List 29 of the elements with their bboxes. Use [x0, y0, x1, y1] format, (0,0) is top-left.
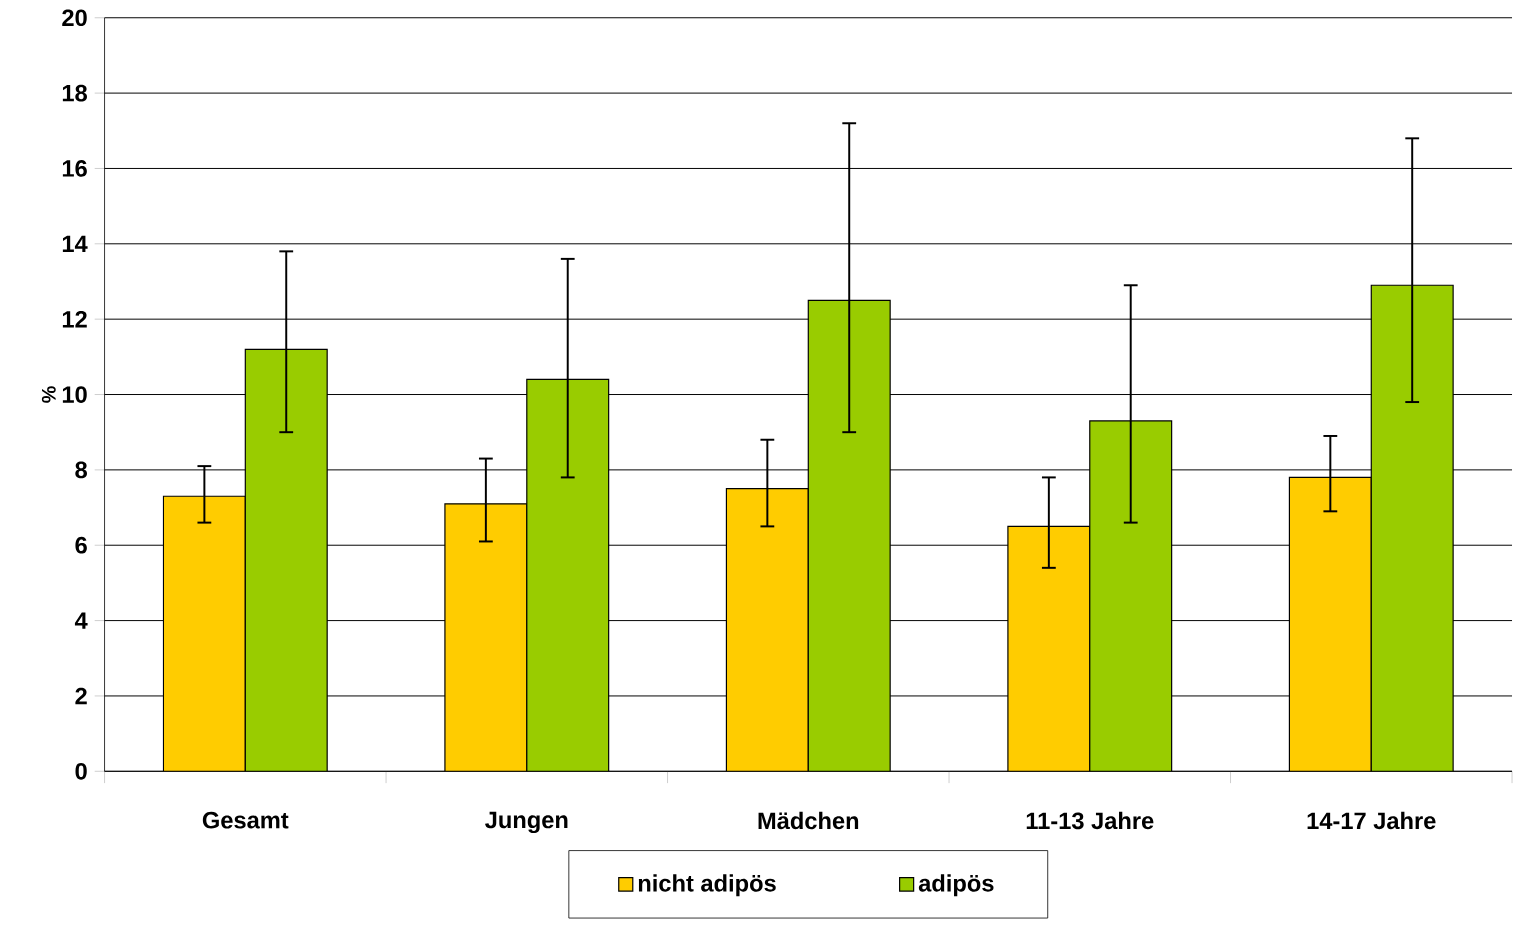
y-tick-label: 0 [75, 762, 87, 780]
y-tick-label: 10 [62, 386, 87, 403]
x-tick-label: Gesamt [202, 811, 289, 829]
bar [1089, 420, 1173, 772]
x-tick-label: 14-17 Jahre [1307, 811, 1436, 830]
bar [526, 378, 610, 772]
bar [807, 299, 891, 772]
x-tick-label: Jungen [485, 811, 568, 834]
y-tick-label: 20 [62, 9, 87, 27]
y-tick-label: 2 [75, 687, 87, 705]
y-tick-label: 8 [75, 461, 87, 479]
y-tick-label: 18 [62, 84, 87, 102]
bar [162, 495, 246, 772]
y-tick-label: 4 [74, 612, 88, 629]
bar [725, 488, 809, 772]
bar [244, 348, 328, 772]
legend-label: nicht adipös [638, 874, 776, 897]
x-tick-label: Mädchen [758, 811, 859, 830]
y-tick-label: 16 [62, 160, 87, 177]
legend-label: adipös [918, 874, 994, 897]
y-tick-label: 6 [75, 536, 87, 554]
y-tick-label: 12 [62, 310, 87, 328]
bar [1288, 476, 1372, 772]
bar [1370, 284, 1454, 772]
y-tick-label: 14 [62, 235, 88, 252]
y-axis-title: % [41, 386, 56, 403]
bar [444, 503, 528, 772]
bar [1007, 525, 1091, 772]
x-tick-label: 11-13 Jahre [1026, 811, 1154, 830]
